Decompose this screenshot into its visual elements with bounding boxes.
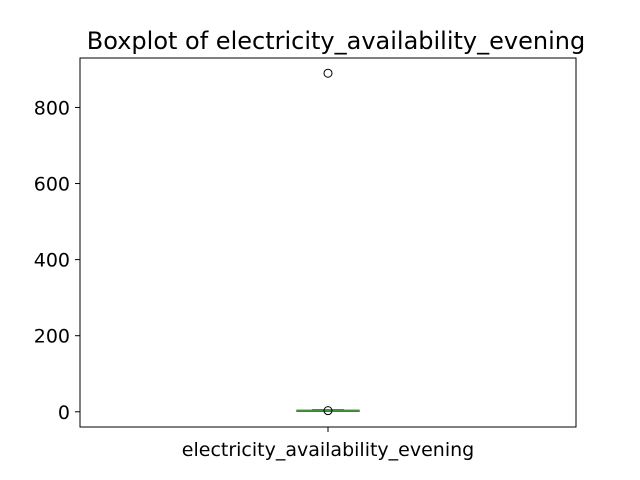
y-tick-label: 0 [58, 402, 70, 424]
outlier-point [323, 68, 333, 78]
y-axis: 0 200 400 600 800 [34, 97, 80, 424]
box-group [296, 68, 360, 416]
x-axis: electricity_availability_evening [182, 427, 474, 461]
y-tick-label: 200 [34, 326, 70, 348]
outlier-point [323, 406, 333, 416]
y-tick-label: 400 [34, 250, 70, 272]
y-tick-label: 600 [34, 174, 70, 196]
chart-title: Boxplot of electricity_availability_even… [87, 27, 585, 55]
plot-area [79, 57, 577, 428]
y-tick-label: 800 [34, 97, 70, 119]
x-tick-label: electricity_availability_evening [182, 439, 474, 461]
